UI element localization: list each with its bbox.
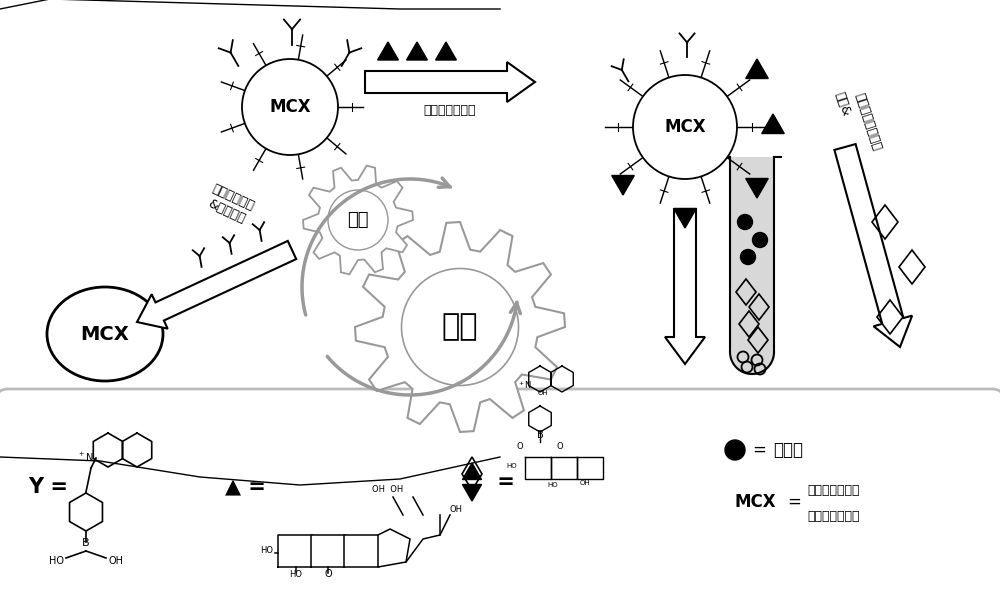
- Text: Y =: Y =: [28, 477, 68, 497]
- Polygon shape: [311, 535, 346, 567]
- Polygon shape: [355, 222, 565, 432]
- Text: MCX: MCX: [269, 98, 311, 116]
- Text: =: =: [490, 472, 515, 492]
- Text: 解吸&: 解吸&: [832, 90, 852, 118]
- Text: $^+$N: $^+$N: [77, 451, 95, 464]
- Text: OH: OH: [109, 556, 124, 566]
- Polygon shape: [137, 241, 296, 329]
- Text: ▲ =: ▲ =: [225, 477, 266, 497]
- Polygon shape: [746, 179, 768, 198]
- FancyBboxPatch shape: [0, 389, 1000, 612]
- Text: O: O: [517, 442, 523, 451]
- Polygon shape: [365, 62, 535, 102]
- Text: 萌取: 萌取: [442, 313, 478, 341]
- Circle shape: [740, 250, 756, 264]
- Text: 醒酸镁: 醒酸镁: [773, 441, 803, 459]
- Text: =: =: [787, 493, 801, 511]
- Polygon shape: [762, 114, 784, 133]
- Text: B: B: [537, 430, 543, 440]
- Text: HO: HO: [506, 463, 517, 469]
- Text: OH  OH: OH OH: [372, 485, 404, 494]
- Polygon shape: [746, 59, 768, 78]
- Text: OH: OH: [580, 480, 590, 486]
- Text: =: =: [753, 441, 772, 459]
- Text: $^+$N: $^+$N: [517, 379, 533, 391]
- Text: HO: HO: [260, 546, 273, 555]
- Text: B: B: [82, 538, 90, 548]
- Polygon shape: [462, 485, 482, 501]
- Circle shape: [737, 214, 752, 230]
- Polygon shape: [462, 463, 482, 479]
- Text: OH: OH: [450, 505, 463, 514]
- Text: 盐诚导相转移萌取: 盐诚导相转移萌取: [852, 91, 883, 152]
- Polygon shape: [407, 42, 427, 60]
- Polygon shape: [378, 42, 398, 60]
- Polygon shape: [344, 535, 379, 567]
- Text: HO: HO: [290, 570, 302, 579]
- Text: O: O: [557, 442, 563, 451]
- Text: MCX: MCX: [735, 493, 777, 511]
- Polygon shape: [278, 535, 313, 567]
- Polygon shape: [303, 166, 413, 274]
- Circle shape: [633, 75, 737, 179]
- Text: 标记: 标记: [347, 211, 369, 229]
- Text: HO: HO: [548, 482, 558, 488]
- Text: 商品化硅胶键合: 商品化硅胶键合: [807, 483, 860, 496]
- Circle shape: [242, 59, 338, 155]
- Polygon shape: [665, 209, 705, 364]
- Circle shape: [725, 440, 745, 460]
- Text: 碳八磺酸根材料: 碳八磺酸根材料: [807, 510, 860, 523]
- Text: MCX: MCX: [81, 324, 129, 343]
- Circle shape: [328, 190, 388, 250]
- Text: 硞亲和相互作用: 硞亲和相互作用: [424, 104, 476, 117]
- Polygon shape: [0, 457, 400, 485]
- Polygon shape: [834, 144, 912, 347]
- Ellipse shape: [47, 287, 163, 381]
- Text: HO: HO: [49, 556, 64, 566]
- Text: O: O: [324, 569, 332, 579]
- Bar: [730, 157, 774, 352]
- Circle shape: [401, 269, 518, 386]
- Polygon shape: [0, 0, 400, 9]
- Polygon shape: [378, 529, 410, 567]
- Polygon shape: [436, 42, 456, 60]
- Polygon shape: [674, 209, 696, 228]
- Circle shape: [753, 233, 768, 247]
- Text: 离子交换作用
&疏水作用: 离子交换作用 &疏水作用: [204, 182, 256, 227]
- Polygon shape: [612, 176, 634, 195]
- Text: OH: OH: [538, 390, 548, 396]
- Text: MCX: MCX: [664, 118, 706, 136]
